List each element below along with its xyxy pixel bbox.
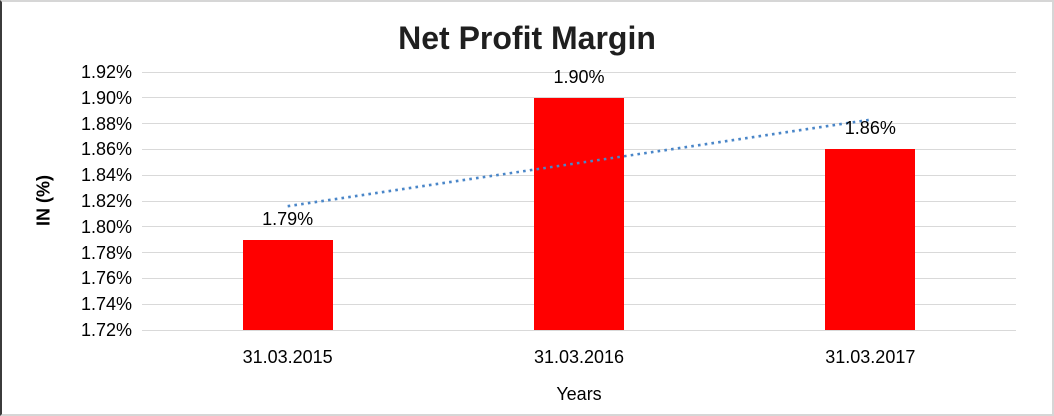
trendline bbox=[287, 118, 871, 208]
bar bbox=[534, 97, 624, 330]
x-tick-label: 31.03.2017 bbox=[825, 347, 916, 367]
bar bbox=[242, 239, 333, 330]
y-tick-label: 1.72% bbox=[80, 320, 132, 340]
y-tick-label: 1.84% bbox=[80, 165, 132, 186]
y-axis-tick-labels: 1.92% 1.90% 1.88% 1.86% 1.84% 1.82% 1.80% 1.78%… bbox=[2, 62, 132, 340]
bar-value-label: 1.79% bbox=[262, 208, 314, 229]
bar-value-label: 1.86% bbox=[844, 118, 896, 139]
bar bbox=[825, 149, 916, 330]
y-tick-label: 1.74% bbox=[80, 294, 132, 315]
y-tick-label: 1.80% bbox=[80, 216, 132, 237]
y-tick-label: 1.78% bbox=[80, 242, 132, 263]
y-tick-label: 1.88% bbox=[80, 113, 132, 134]
gridline bbox=[142, 71, 1016, 73]
gridline bbox=[142, 97, 1016, 99]
y-tick-label: 1.76% bbox=[80, 268, 132, 289]
y-tick-label: 1.90% bbox=[80, 87, 132, 108]
gridline bbox=[142, 329, 1016, 331]
y-tick-label: 1.86% bbox=[80, 139, 132, 160]
x-tick-label: 31.03.2016 bbox=[533, 347, 625, 367]
y-tick-label: 1.82% bbox=[80, 191, 132, 211]
x-axis-tick-labels: 31.03.2015 31.03.2016 31.03.2017 bbox=[142, 346, 1016, 368]
chart-title: Net Profit Margin bbox=[398, 20, 656, 56]
x-tick-label: 31.03.2015 bbox=[242, 347, 333, 367]
plot-area: 1.79% 1.90% 1.86% bbox=[142, 67, 1016, 331]
bar-value-label: 1.90% bbox=[553, 66, 605, 87]
y-tick-label: 1.92% bbox=[80, 62, 132, 82]
x-axis-title: Years bbox=[556, 384, 602, 404]
